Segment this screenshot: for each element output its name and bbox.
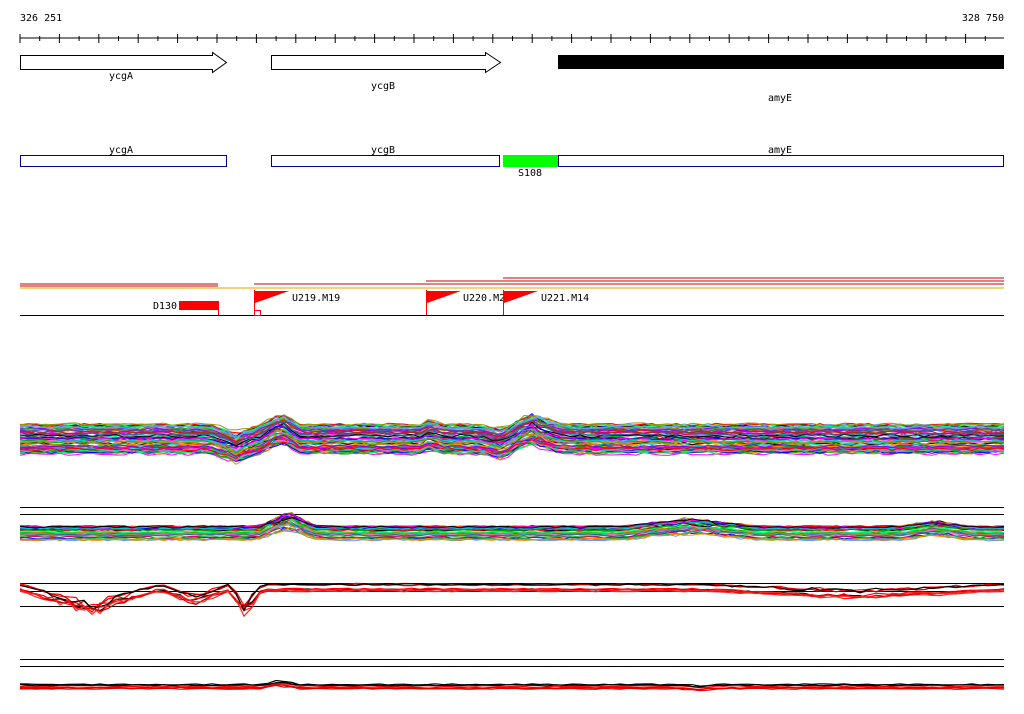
expression-track-1 bbox=[19, 413, 1005, 465]
expression-series-line bbox=[19, 582, 1005, 612]
expression-series-line bbox=[19, 517, 1005, 529]
expression-track-2 bbox=[19, 512, 1005, 542]
marker-U219[interactable]: U219.M19 bbox=[254, 290, 341, 316]
expression-series-line bbox=[20, 522, 1005, 534]
expression-series-line bbox=[19, 421, 1005, 447]
expression-track-3 bbox=[19, 582, 1005, 618]
gene-label-amyE: amyE bbox=[768, 93, 792, 104]
position-ruler bbox=[19, 34, 1004, 43]
gene-track: ycgA ycgB amyE bbox=[20, 51, 1004, 104]
expression-series-line bbox=[20, 520, 1005, 536]
marker-flag-U220[interactable] bbox=[427, 291, 461, 303]
marker-label-U221: U221.M14 bbox=[541, 293, 589, 304]
gene-label-ycgB: ycgB bbox=[371, 81, 395, 92]
expression-series-line bbox=[19, 434, 1005, 457]
expression-series-line bbox=[19, 588, 1005, 612]
expression-series-line bbox=[19, 583, 1005, 611]
expression-track-2-frame bbox=[20, 507, 1004, 515]
annotation-label-S108: S108 bbox=[518, 168, 542, 179]
gene-ycgA[interactable]: ycgA bbox=[20, 51, 228, 83]
marker-label-D130: D130 bbox=[153, 301, 177, 312]
expression-series-line bbox=[19, 427, 1005, 453]
expression-series-line bbox=[19, 516, 1005, 532]
expression-series-line bbox=[19, 588, 1005, 618]
annotation-label-ycgA: ycgA bbox=[109, 145, 133, 156]
expression-series-line bbox=[19, 422, 1005, 445]
annotation-label-ycgB: ycgB bbox=[371, 145, 395, 156]
expression-track-4-frame bbox=[20, 659, 1004, 667]
annotation-label-amyE: amyE bbox=[768, 145, 792, 156]
annotation-box-amyE[interactable] bbox=[558, 155, 1004, 167]
expression-series-line bbox=[19, 526, 1005, 539]
expression-series-line bbox=[19, 525, 1005, 541]
marker-flag-U221[interactable] bbox=[504, 291, 538, 303]
annotation-box-ycgB[interactable] bbox=[271, 155, 500, 167]
expression-track-4 bbox=[19, 679, 1005, 692]
marker-U221[interactable]: U221.M14 bbox=[503, 290, 590, 315]
marker-label-U219: U219.M19 bbox=[292, 293, 340, 304]
expression-series-line bbox=[19, 415, 1005, 438]
expression-series-line bbox=[19, 442, 1005, 462]
expression-series-line bbox=[19, 425, 1005, 450]
gene-block-amyE[interactable] bbox=[558, 55, 1004, 69]
marker-block-D130[interactable] bbox=[179, 301, 218, 310]
marker-flag-U219[interactable] bbox=[255, 291, 289, 303]
coordinate-start: 326 251 bbox=[20, 13, 63, 24]
coordinate-end: 328 750 bbox=[961, 13, 1004, 24]
annotation-box-ycgA[interactable] bbox=[20, 155, 227, 167]
annotation-track: ycgA ycgB S108 amyE bbox=[20, 145, 1004, 179]
expression-series-line bbox=[19, 416, 1005, 440]
expression-series-line bbox=[19, 682, 1005, 689]
gene-arrow-ycgA[interactable] bbox=[20, 51, 228, 74]
expression-series-line bbox=[19, 522, 1005, 537]
expression-series-line bbox=[19, 419, 1005, 443]
gene-ycgB[interactable]: ycgB bbox=[271, 51, 502, 93]
ruler-ticks bbox=[19, 34, 986, 43]
expression-series-line bbox=[19, 439, 1005, 460]
gene-label-ycgA: ycgA bbox=[109, 71, 133, 82]
expression-series-line bbox=[19, 684, 1005, 692]
marker-D130[interactable]: D130 bbox=[153, 301, 219, 315]
gene-amyE[interactable]: amyE bbox=[558, 55, 1004, 104]
expression-series-line bbox=[19, 429, 1005, 455]
marker-label-U220: U220.M21 bbox=[463, 293, 511, 304]
annotation-box-S108[interactable] bbox=[503, 155, 558, 167]
gene-arrow-ycgB[interactable] bbox=[271, 51, 502, 74]
expression-series-line bbox=[19, 681, 1005, 688]
expression-series-line bbox=[19, 441, 1005, 460]
marker-track: D130 U219.M19 U220.M21 U221.M14 bbox=[20, 277, 1004, 316]
marker-U220[interactable]: U220.M21 bbox=[426, 290, 512, 315]
expression-series-line bbox=[19, 419, 1005, 439]
